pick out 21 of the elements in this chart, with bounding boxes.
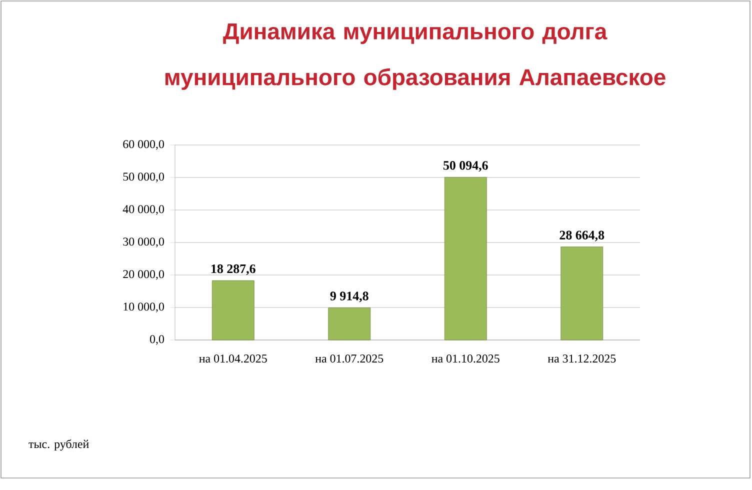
y-tick-label: 20 000,0 — [123, 270, 164, 280]
bar — [444, 176, 487, 340]
y-tick-label: 10 000,0 — [124, 302, 164, 312]
bar — [560, 246, 604, 340]
y-tick-label: 30 000,0 — [123, 238, 164, 248]
data-label: 18 287,6 — [211, 264, 256, 276]
x-tick-label: на 01.04.2025 — [199, 354, 267, 363]
x-tick-label: на 31.12.2025 — [548, 354, 616, 363]
x-tick-label: на 01.10.2025 — [432, 354, 500, 363]
bar — [212, 280, 254, 340]
y-tick-label: 40 000,0 — [122, 205, 164, 215]
data-label: 50 094,6 — [443, 161, 488, 172]
data-label: 28 664,8 — [560, 230, 604, 242]
bar — [328, 308, 371, 340]
x-tick-label: на 01.07.2025 — [315, 354, 384, 363]
y-tick-label: 0,0 — [150, 335, 164, 345]
chart-title: Динамика муниципального долга муниципального образования Алапаевское — [165, 24, 666, 90]
data-label: 9 914,8 — [330, 292, 368, 302]
y-tick-label: 60 000,0 — [123, 140, 164, 150]
text: тыс. рублей — [28, 439, 89, 451]
y-tick-label: 50 000,0 — [123, 172, 164, 182]
